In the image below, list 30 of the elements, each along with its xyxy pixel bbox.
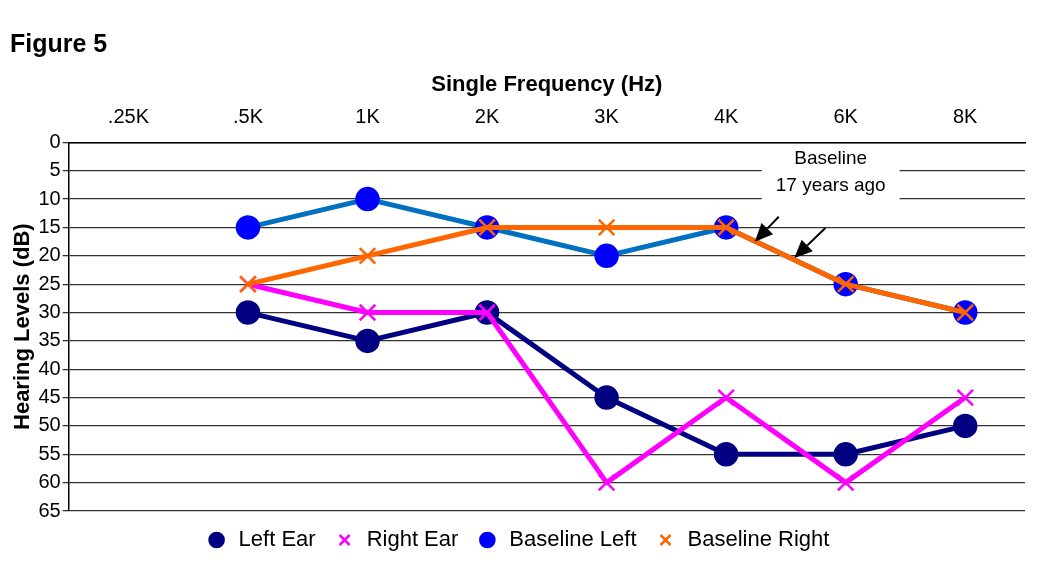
y-tick-label: 45	[38, 385, 61, 408]
x-tick-label: 4K	[713, 104, 740, 127]
x-tick-label: 6K	[833, 104, 859, 127]
x-tick-label: 1K	[355, 104, 381, 127]
legend-label: Left Ear	[238, 526, 316, 552]
y-tick-label: 15	[38, 214, 61, 237]
y-tick-label: 35	[38, 328, 61, 351]
y-axis-title: Hearing Levels (dB)	[9, 223, 35, 430]
y-tick-label: 20	[38, 243, 61, 266]
x-tick-label: 3K	[594, 104, 620, 127]
y-tick-label: 50	[38, 413, 61, 436]
x-axis-title: Single Frequency (Hz)	[431, 71, 663, 97]
legend-label: Right Ear	[366, 526, 459, 552]
y-tick-label: 55	[38, 441, 61, 464]
chart-title: Figure 5	[10, 28, 108, 57]
x-tick-label: .25K	[107, 104, 150, 127]
x-tick-label: 2K	[474, 104, 500, 127]
y-tick-label: 5	[49, 158, 61, 181]
y-tick-label: 10	[38, 186, 61, 209]
y-tick-label: 30	[38, 300, 61, 323]
x-tick-label: .5K	[232, 104, 264, 127]
y-tick-label: 25	[38, 271, 61, 294]
legend-label: Baseline Left	[509, 526, 637, 552]
y-tick-label: 60	[38, 470, 61, 493]
y-tick-label: 40	[38, 356, 61, 379]
y-tick-label: 0	[49, 129, 61, 152]
annotation: Baseline 17 years ago	[775, 147, 886, 196]
legend-label: Baseline Right	[687, 526, 830, 552]
y-tick-label: 65	[38, 498, 61, 521]
x-tick-label: 8K	[952, 104, 979, 127]
